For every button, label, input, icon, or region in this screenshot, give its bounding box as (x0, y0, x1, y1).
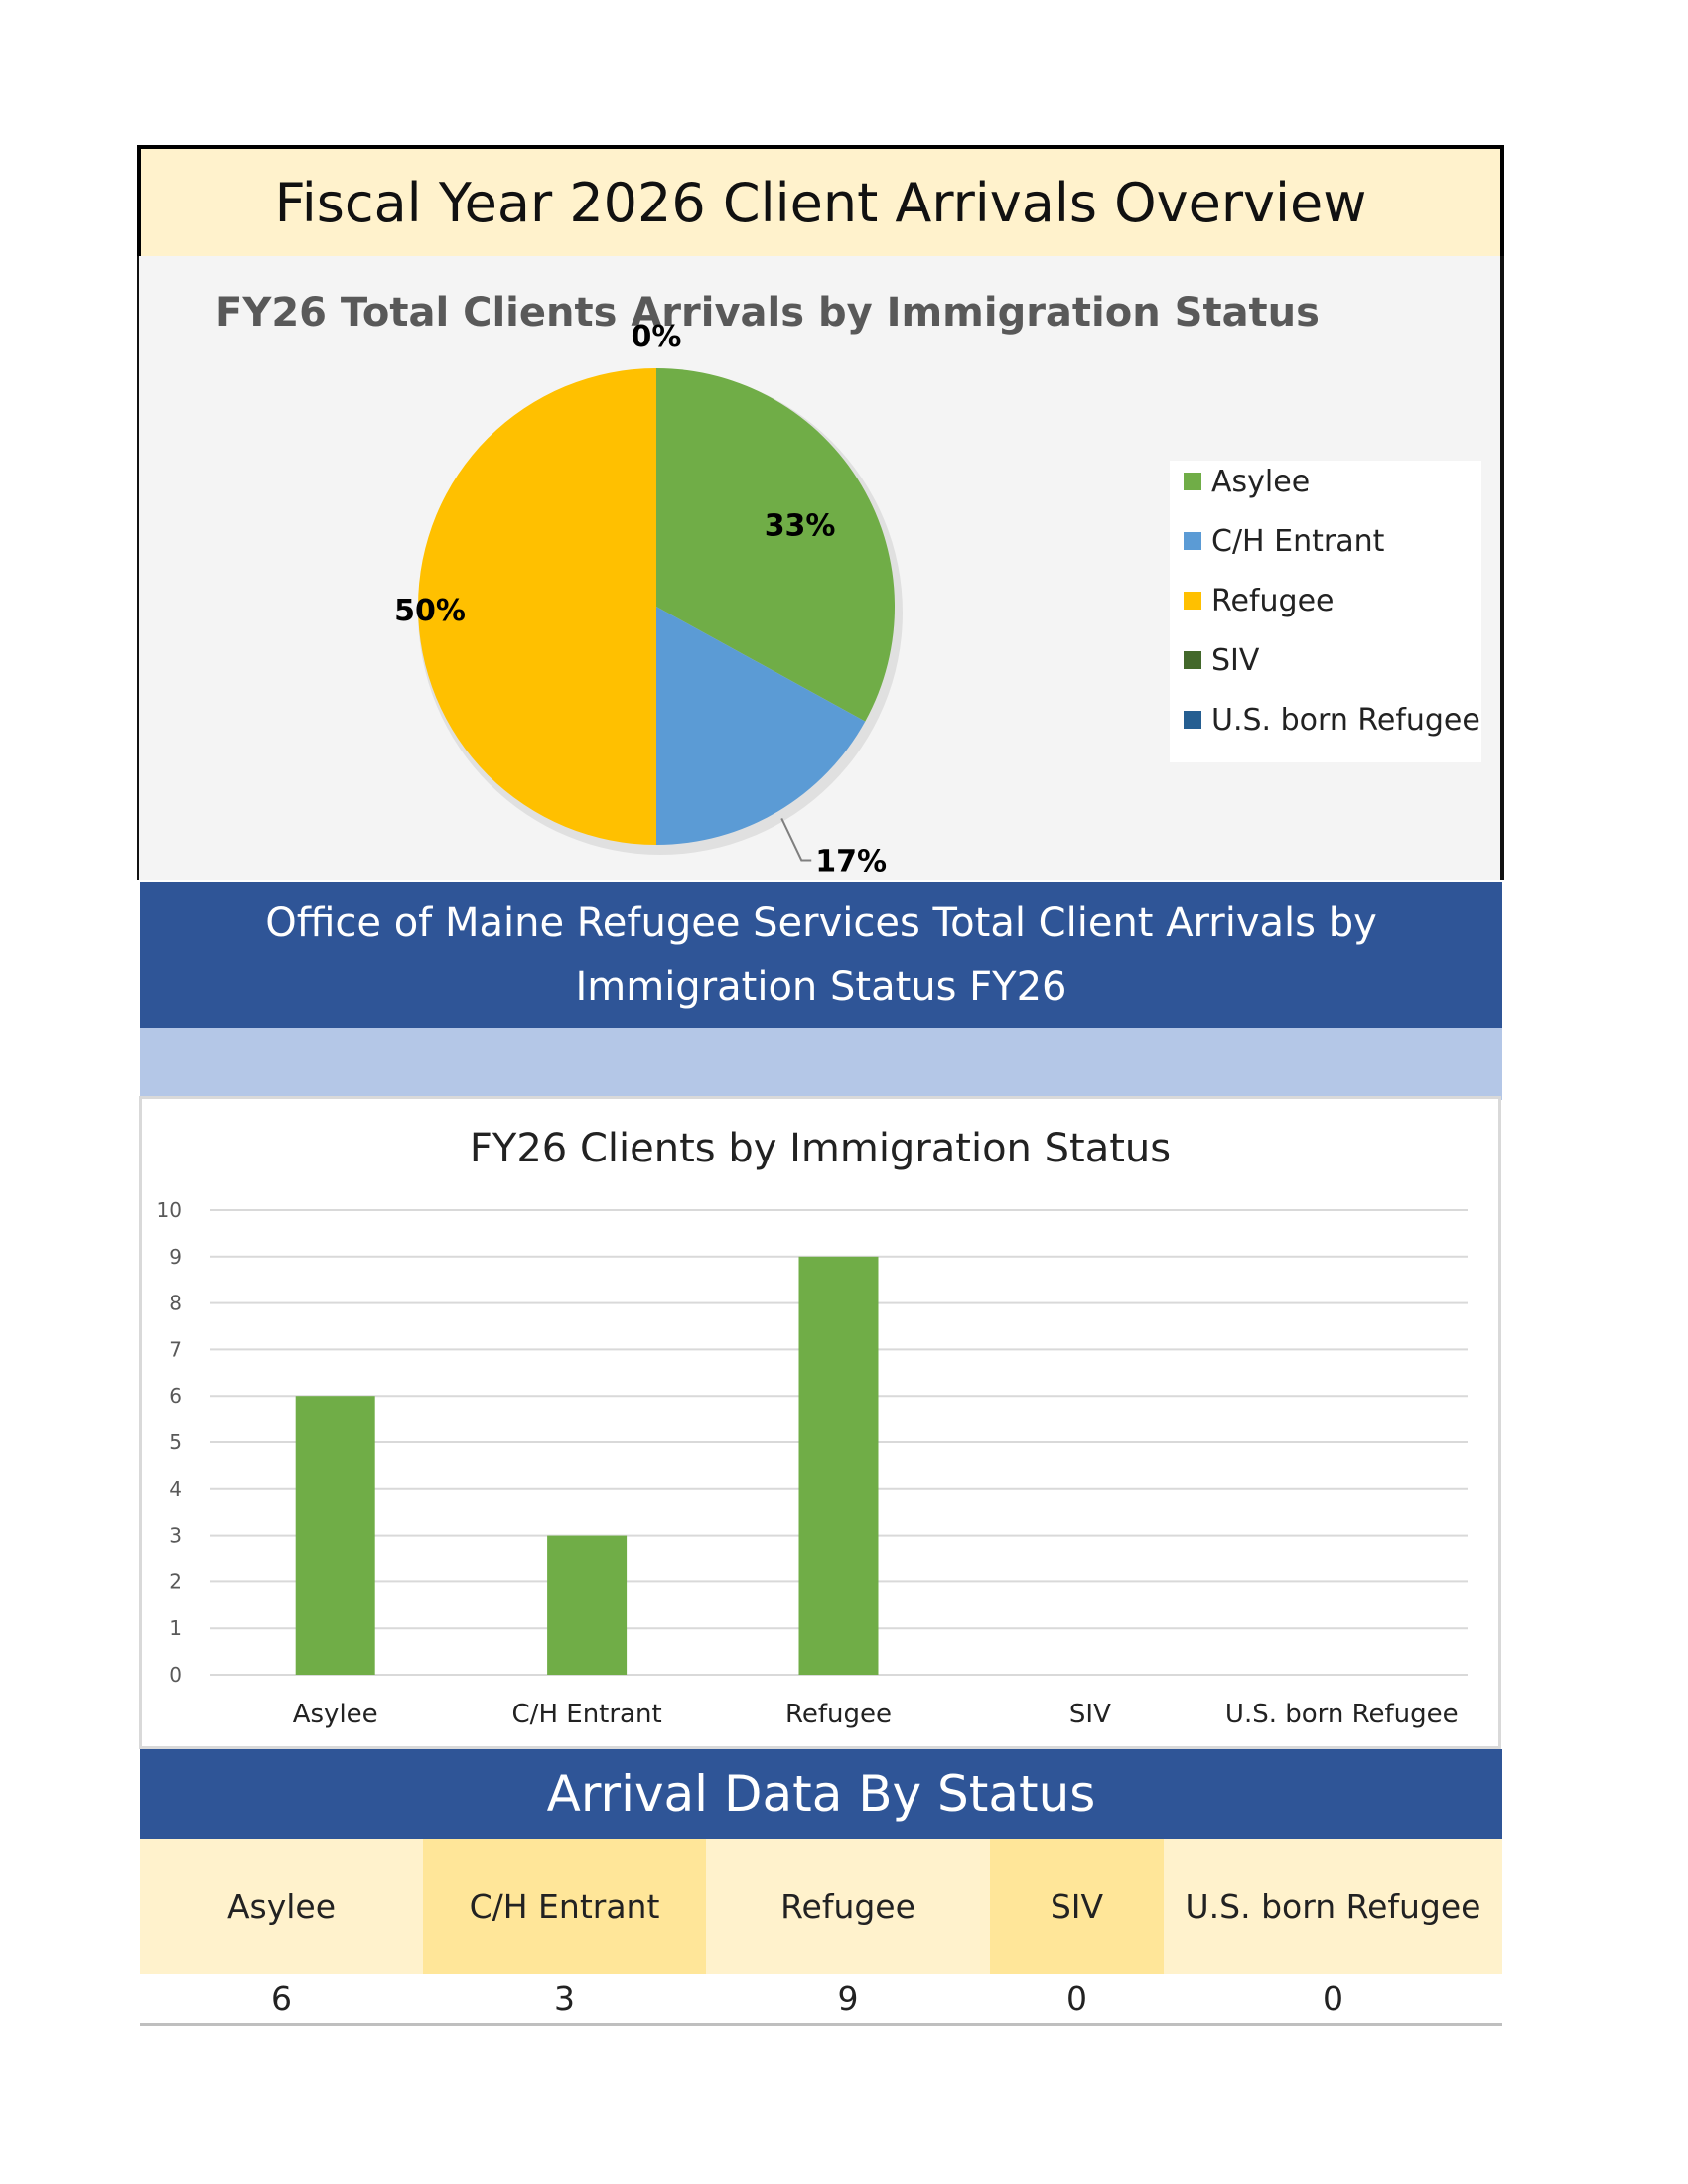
y-tick-label-10: 10 (157, 1198, 182, 1222)
pie-data-label-refugee: 50% (394, 594, 466, 628)
pie-chart: FY26 Total Clients Arrivals by Immigrati… (215, 290, 1481, 879)
section-divider-band (140, 1028, 1502, 1100)
y-tick-label-4: 4 (169, 1477, 182, 1501)
legend-swatch-u-s-born-refugee (1184, 711, 1201, 729)
page-title: Fiscal Year 2026 Client Arrivals Overvie… (274, 171, 1367, 234)
y-tick-label-8: 8 (169, 1292, 182, 1315)
legend-label-siv: SIV (1211, 643, 1260, 678)
pie-slice-asylee (656, 368, 896, 722)
y-tick-label-1: 1 (169, 1616, 182, 1640)
bar-chart-title: FY26 Clients by Immigration Status (470, 1126, 1171, 1171)
table-header-refugee: Refugee (706, 1839, 990, 1974)
x-tick-label-u-s-born-refugee: U.S. born Refugee (1225, 1700, 1459, 1729)
section-banner-line-1: Office of Maine Refugee Services Total C… (265, 900, 1377, 946)
table-value-row: 6 3 9 0 0 (140, 1974, 1502, 2026)
x-tick-label-refugee: Refugee (785, 1700, 892, 1729)
table-value-refugee: 9 (837, 1979, 859, 2018)
legend-label-c-h-entrant: C/H Entrant (1211, 524, 1385, 559)
bar-c-h-entrant (547, 1535, 628, 1675)
bar-asylee (295, 1396, 375, 1675)
x-tick-label-asylee: Asylee (293, 1700, 378, 1729)
section-banner-line-2: Immigration Status FY26 (575, 964, 1067, 1010)
table-header-row: Asylee C/H Entrant Refugee SIV U.S. born… (140, 1839, 1502, 1974)
table-value-siv: 0 (1066, 1979, 1087, 2018)
table-title: Arrival Data By Status (546, 1765, 1096, 1823)
pie-legend-box (1170, 461, 1481, 762)
pie-leader-line-c-h-entrant (780, 818, 812, 862)
legend-swatch-refugee (1184, 592, 1201, 610)
pie-data-label-asylee: 33% (765, 508, 836, 543)
y-tick-label-6: 6 (169, 1384, 182, 1408)
bar-refugee (798, 1256, 879, 1675)
page-title-bar: Fiscal Year 2026 Client Arrivals Overvie… (137, 145, 1504, 256)
pie-chart-panel: FY26 Total Clients Arrivals by Immigrati… (137, 256, 1504, 880)
legend-label-refugee: Refugee (1211, 584, 1335, 618)
table-header-ch-entrant: C/H Entrant (423, 1839, 706, 1974)
bar-chart-panel: FY26 Clients by Immigration Status 0 1 2 3 4… (139, 1096, 1501, 1749)
y-tick-label-7: 7 (169, 1337, 182, 1361)
y-tick-label-0: 0 (169, 1663, 182, 1687)
y-tick-label-5: 5 (169, 1431, 182, 1454)
y-tick-label-3: 3 (169, 1524, 182, 1548)
legend-label-asylee: Asylee (1211, 465, 1310, 499)
pie-chart-title: FY26 Total Clients Arrivals by Immigrati… (215, 290, 1320, 336)
legend-label-u-s-born-refugee: U.S. born Refugee (1211, 703, 1480, 738)
x-tick-label-c-h-entrant: C/H Entrant (512, 1700, 662, 1729)
table-header-siv: SIV (990, 1839, 1164, 1974)
y-tick-label-9: 9 (169, 1245, 182, 1269)
pie-slice-c-h-entrant (656, 607, 866, 845)
bar-chart: FY26 Clients by Immigration Status 0 1 2 3 4… (157, 1126, 1468, 1729)
y-tick-label-2: 2 (169, 1570, 182, 1593)
pie-slice-refugee (418, 368, 656, 845)
pie-data-label-c-h-entrant: 17% (815, 844, 887, 879)
table-header-asylee: Asylee (140, 1839, 423, 1974)
table-header-us-born-refugee: U.S. born Refugee (1164, 1839, 1502, 1974)
table-value-asylee: 6 (271, 1979, 292, 2018)
section-banner: Office of Maine Refugee Services Total C… (140, 882, 1502, 1028)
table-title-band: Arrival Data By Status (140, 1749, 1502, 1839)
pie-data-label-siv: 0% (632, 320, 682, 354)
legend-swatch-c-h-entrant (1184, 532, 1201, 550)
table-value-us-born-refugee: 0 (1323, 1979, 1343, 2018)
legend-swatch-asylee (1184, 473, 1201, 490)
table-value-ch-entrant: 3 (554, 1979, 575, 2018)
x-tick-label-siv: SIV (1069, 1700, 1111, 1729)
legend-swatch-siv (1184, 651, 1201, 669)
